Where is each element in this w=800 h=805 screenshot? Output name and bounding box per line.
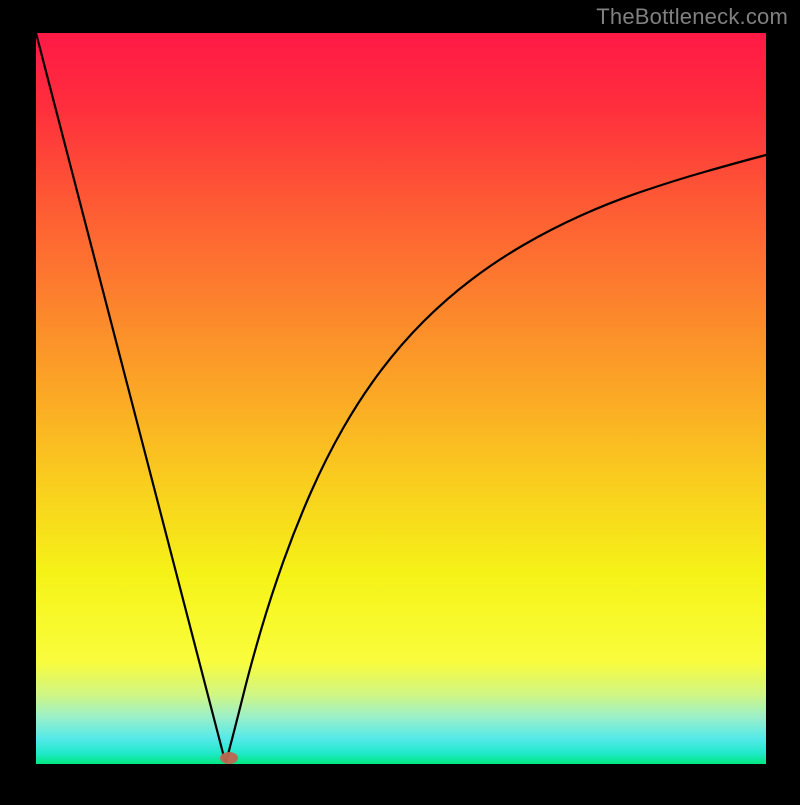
- chart-svg: [0, 0, 800, 800]
- vertex-marker: [220, 752, 238, 764]
- plot-background: [36, 33, 766, 764]
- attribution-label: TheBottleneck.com: [596, 4, 788, 30]
- chart-container: [0, 0, 800, 800]
